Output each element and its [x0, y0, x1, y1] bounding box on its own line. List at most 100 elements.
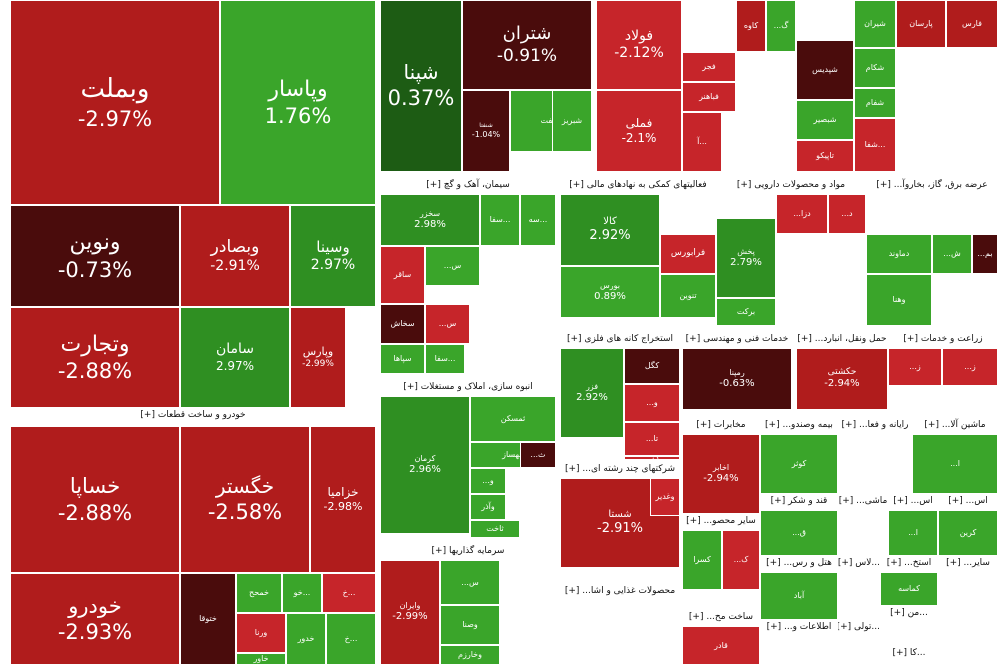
stock-tile[interactable]: خگستر -2.58%	[180, 426, 310, 573]
stock-tile[interactable]: وغدیر	[650, 478, 680, 516]
sector-header[interactable]: هتل و رس... [+]	[760, 556, 838, 570]
stock-tile[interactable]: کوثر	[760, 434, 838, 494]
stock-tile[interactable]: کگل	[624, 348, 680, 384]
sector-header[interactable]: ...لاس [+]	[838, 556, 880, 570]
stock-tile[interactable]: ...ک	[722, 530, 760, 590]
stock-tile[interactable]: شنفتا -1.04%	[462, 90, 510, 172]
stock-tile[interactable]: وخارزم	[440, 645, 500, 665]
stock-tile[interactable]: وسینا 2.97%	[290, 205, 376, 307]
stock-tile[interactable]: خمحح	[236, 573, 282, 613]
stock-tile[interactable]: وپارس -2.99%	[290, 307, 346, 408]
sector-header[interactable]: خودرو و ساخت قطعات [+]	[10, 408, 376, 422]
sector-header[interactable]: حمل ونقل، انبارد... [+]	[796, 332, 888, 346]
stock-tile[interactable]: ...ث	[520, 442, 556, 468]
sector-header[interactable]: مواد و محصولات دارویی [+]	[716, 178, 866, 192]
stock-tile[interactable]: شیران	[854, 0, 896, 48]
stock-tile[interactable]: ...س	[440, 560, 500, 605]
stock-tile[interactable]: کالا 2.92%	[560, 194, 660, 266]
sector-header[interactable]: عرضه برق، گاز، بخاروآ... [+]	[866, 178, 998, 192]
stock-tile[interactable]: کاوه	[736, 0, 766, 52]
stock-tile[interactable]: وایران -2.99%	[380, 560, 440, 665]
sector-header[interactable]: ماشین آلا... [+]	[912, 418, 998, 432]
sector-header[interactable]: خدمات فنی و مهندسی [+]	[682, 332, 792, 346]
sector-header[interactable]: سرمایه گذاریها [+]	[380, 544, 556, 558]
stock-tile[interactable]: شفا...	[854, 118, 896, 172]
stock-tile[interactable]: شپنا 0.37%	[380, 0, 462, 172]
stock-tile[interactable]: فولاد -2.12%	[596, 0, 682, 90]
sector-header[interactable]: مخابرات [+]	[682, 418, 760, 432]
stock-tile[interactable]: ...ا	[912, 434, 998, 494]
stock-tile[interactable]: شبصیر	[796, 100, 854, 140]
stock-tile[interactable]: پخش 2.79%	[716, 218, 776, 298]
sector-header[interactable]: شرکتهای چند رشته ای... [+]	[560, 462, 680, 476]
stock-tile[interactable]: فجر	[682, 52, 736, 82]
stock-tile[interactable]: ثاخت	[470, 520, 520, 538]
stock-tile[interactable]: سخاش	[380, 304, 425, 344]
stock-tile[interactable]: برکت	[716, 298, 776, 326]
stock-tile[interactable]: ساقر	[380, 246, 425, 304]
stock-tile[interactable]: فزر 2.92%	[560, 348, 624, 438]
stock-tile[interactable]: شتران -0.91%	[462, 0, 592, 90]
stock-tile[interactable]: وتجارت -2.88%	[10, 307, 180, 408]
stock-tile[interactable]: کماسه	[880, 572, 938, 606]
stock-tile[interactable]: سفا...	[425, 344, 465, 374]
stock-tile[interactable]: ...س	[425, 246, 480, 286]
sector-header[interactable]: رایانه و فعا... [+]	[838, 418, 912, 432]
stock-tile[interactable]: ...ز	[942, 348, 998, 386]
stock-tile[interactable]: ...ک	[624, 456, 680, 460]
stock-tile[interactable]: کرین	[938, 510, 998, 556]
stock-tile[interactable]: ...ش	[932, 234, 972, 274]
sector-header[interactable]: قند و شکر [+]	[760, 494, 838, 508]
sector-header[interactable]: بیمه وصندو... [+]	[760, 418, 838, 432]
stock-tile[interactable]: تنوین	[660, 274, 716, 318]
stock-tile[interactable]: خاور	[236, 653, 286, 665]
sector-header[interactable]: ...کا [+]	[880, 646, 938, 660]
stock-tile[interactable]: اخابر -2.94%	[682, 434, 760, 514]
stock-tile[interactable]: خودرو -2.93%	[10, 573, 180, 665]
stock-tile[interactable]: وصنا	[440, 605, 500, 645]
stock-tile[interactable]: ...د	[828, 194, 866, 234]
sector-header[interactable]: اس... [+]	[938, 494, 998, 508]
stock-tile[interactable]: وهنا	[866, 274, 932, 326]
stock-tile[interactable]: وپاسار 1.76%	[220, 0, 376, 205]
stock-tile[interactable]: شکام	[854, 48, 896, 88]
sector-header[interactable]: سیمان، آهک و گچ [+]	[380, 178, 556, 192]
stock-tile[interactable]: فملی -2.1%	[596, 90, 682, 172]
sector-header[interactable]: سایر... [+]	[938, 556, 998, 570]
stock-tile[interactable]: ...گ	[766, 0, 796, 52]
stock-tile[interactable]: ...تا	[624, 422, 680, 456]
stock-tile[interactable]: ...و	[470, 468, 506, 494]
stock-tile[interactable]: کرمان 2.96%	[380, 396, 470, 534]
stock-tile[interactable]: آ...	[682, 112, 722, 172]
stock-tile[interactable]: ...دزا	[776, 194, 828, 234]
stock-tile[interactable]: دماوند	[866, 234, 932, 274]
stock-tile[interactable]: آباد	[760, 572, 838, 620]
sector-header[interactable]: استخراج کانه های فلزی [+]	[560, 332, 680, 346]
stock-tile[interactable]: ثمسکن	[470, 396, 556, 442]
stock-tile[interactable]: خو...	[282, 573, 322, 613]
sector-header[interactable]: ...من [+]	[880, 606, 938, 620]
stock-tile[interactable]: ...ز	[888, 348, 942, 386]
sector-header[interactable]: اطلاعات و... [+]	[760, 620, 838, 634]
stock-tile[interactable]: ...بم	[972, 234, 998, 274]
stock-tile[interactable]: حکشتی -2.94%	[796, 348, 888, 410]
stock-tile[interactable]: ونوین -0.73%	[10, 205, 180, 307]
sector-header[interactable]: ...تولی [+]	[838, 620, 880, 634]
sector-header[interactable]: انبوه سازی، املاک و مستغلات [+]	[380, 380, 556, 394]
stock-tile[interactable]: ...ق	[760, 510, 838, 556]
sector-header[interactable]: زراعت و خدمات [+]	[888, 332, 998, 346]
stock-tile[interactable]: رمپنا -0.63%	[682, 348, 792, 410]
stock-tile[interactable]: شفام	[854, 88, 896, 118]
sector-header[interactable]: استخ... [+]	[880, 556, 938, 570]
stock-tile[interactable]: ...س	[425, 304, 470, 344]
stock-tile[interactable]: ختوقا	[180, 573, 236, 665]
stock-tile[interactable]: ورنا	[236, 613, 286, 653]
stock-tile[interactable]: کسرا	[682, 530, 722, 590]
stock-tile[interactable]: ...ا	[888, 510, 938, 556]
stock-tile[interactable]: خدور	[286, 613, 326, 665]
stock-tile[interactable]: خ...	[322, 573, 376, 613]
sector-header[interactable]: اس... [+]	[888, 494, 938, 508]
stock-tile[interactable]: بورس 0.89%	[560, 266, 660, 318]
stock-tile[interactable]: خزامیا -2.98%	[310, 426, 376, 573]
stock-tile[interactable]: فارس	[946, 0, 998, 48]
